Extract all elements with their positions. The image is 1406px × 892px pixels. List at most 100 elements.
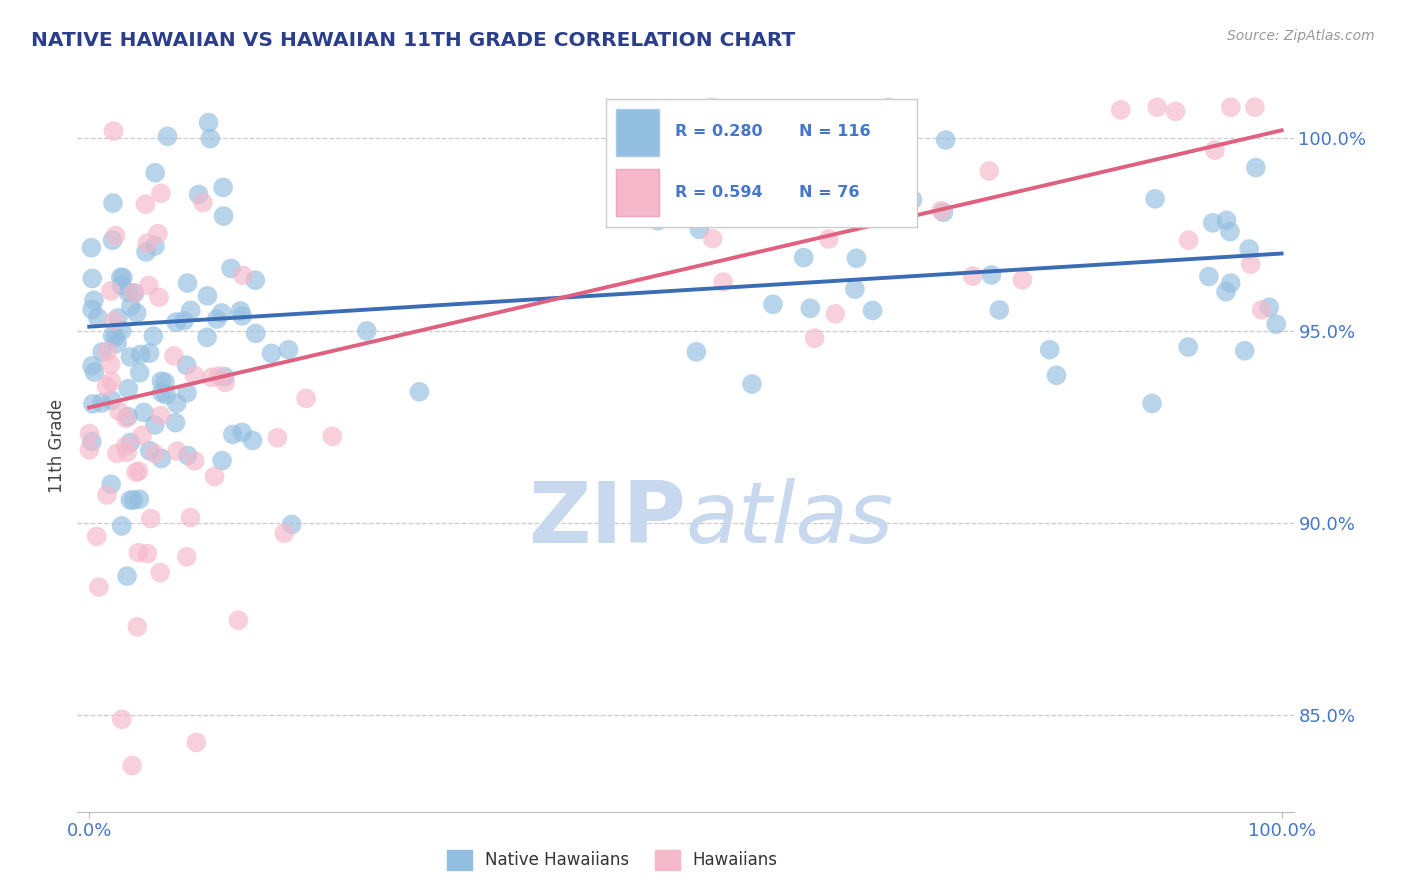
Point bbox=[96, 488, 118, 502]
Point bbox=[1215, 213, 1237, 227]
Point bbox=[105, 446, 128, 460]
Point bbox=[115, 445, 138, 459]
Point bbox=[120, 350, 142, 364]
Point bbox=[79, 442, 101, 457]
Point bbox=[197, 115, 219, 129]
Point bbox=[200, 370, 222, 384]
Point bbox=[219, 261, 242, 276]
Point bbox=[702, 231, 724, 245]
Point bbox=[1202, 216, 1225, 230]
Point bbox=[143, 166, 166, 180]
Point bbox=[1237, 242, 1260, 256]
Point bbox=[1240, 257, 1263, 271]
Point bbox=[120, 435, 142, 450]
Point bbox=[321, 429, 343, 443]
Point bbox=[932, 205, 955, 219]
Point bbox=[128, 366, 150, 380]
Point bbox=[647, 213, 669, 227]
Point bbox=[176, 385, 198, 400]
Point bbox=[1144, 192, 1167, 206]
Point bbox=[1140, 396, 1163, 410]
Point bbox=[111, 712, 134, 726]
Point bbox=[153, 375, 176, 389]
Point bbox=[138, 443, 160, 458]
Point bbox=[1215, 285, 1237, 299]
Point bbox=[149, 566, 172, 580]
Point bbox=[208, 368, 231, 383]
Point bbox=[110, 278, 132, 293]
Point bbox=[845, 251, 868, 265]
Point bbox=[214, 369, 236, 384]
Point bbox=[104, 228, 127, 243]
Point bbox=[124, 286, 146, 301]
Point bbox=[114, 439, 136, 453]
Point bbox=[128, 464, 150, 478]
Point bbox=[1219, 225, 1241, 239]
Point bbox=[143, 417, 166, 432]
Point bbox=[685, 344, 707, 359]
Point bbox=[408, 384, 430, 399]
Point bbox=[108, 404, 131, 418]
Point bbox=[79, 426, 101, 441]
Point bbox=[862, 303, 884, 318]
Point bbox=[143, 446, 166, 460]
Point bbox=[82, 271, 104, 285]
Point bbox=[166, 444, 188, 458]
Point bbox=[143, 239, 166, 253]
Point bbox=[100, 477, 122, 491]
Point bbox=[803, 331, 825, 345]
Text: Source: ZipAtlas.com: Source: ZipAtlas.com bbox=[1227, 29, 1375, 43]
Point bbox=[187, 187, 209, 202]
Point bbox=[138, 278, 160, 293]
Point bbox=[86, 529, 108, 543]
Point bbox=[177, 449, 200, 463]
Point bbox=[231, 309, 253, 323]
Point bbox=[277, 343, 299, 357]
Point bbox=[127, 620, 149, 634]
Point bbox=[295, 392, 318, 406]
Point bbox=[173, 314, 195, 328]
Point bbox=[191, 195, 214, 210]
Text: atlas: atlas bbox=[686, 477, 893, 561]
Text: NATIVE HAWAIIAN VS HAWAIIAN 11TH GRADE CORRELATION CHART: NATIVE HAWAIIAN VS HAWAIIAN 11TH GRADE C… bbox=[31, 31, 796, 50]
Point bbox=[242, 434, 264, 448]
Point bbox=[82, 359, 104, 373]
Point bbox=[1204, 143, 1226, 157]
Point bbox=[91, 345, 114, 359]
Point bbox=[150, 451, 173, 466]
Legend: Native Hawaiians, Hawaiians: Native Hawaiians, Hawaiians bbox=[440, 843, 785, 877]
Point bbox=[245, 326, 267, 341]
Point bbox=[100, 358, 122, 372]
Point bbox=[121, 758, 143, 772]
Point bbox=[183, 454, 205, 468]
Point bbox=[1109, 103, 1132, 117]
Point bbox=[101, 196, 124, 211]
Point bbox=[165, 416, 187, 430]
Point bbox=[80, 302, 103, 317]
Point bbox=[356, 324, 378, 338]
Point bbox=[214, 376, 236, 390]
Point bbox=[150, 385, 173, 400]
Point bbox=[266, 431, 288, 445]
Point bbox=[222, 427, 245, 442]
Point bbox=[762, 297, 785, 311]
Point bbox=[988, 303, 1011, 318]
Point bbox=[1198, 269, 1220, 284]
Point bbox=[176, 549, 198, 564]
Point bbox=[105, 336, 128, 351]
Point bbox=[122, 493, 145, 508]
Point bbox=[212, 209, 235, 223]
Point bbox=[1146, 100, 1168, 114]
Point bbox=[817, 232, 839, 246]
Point bbox=[229, 304, 252, 318]
Point bbox=[115, 411, 138, 425]
Point bbox=[1243, 100, 1265, 114]
Point bbox=[122, 285, 145, 300]
Point bbox=[232, 268, 254, 283]
Point bbox=[142, 329, 165, 343]
Point bbox=[176, 276, 198, 290]
Point bbox=[226, 613, 249, 627]
Point bbox=[101, 233, 124, 247]
Point bbox=[90, 396, 112, 410]
Point bbox=[793, 251, 815, 265]
